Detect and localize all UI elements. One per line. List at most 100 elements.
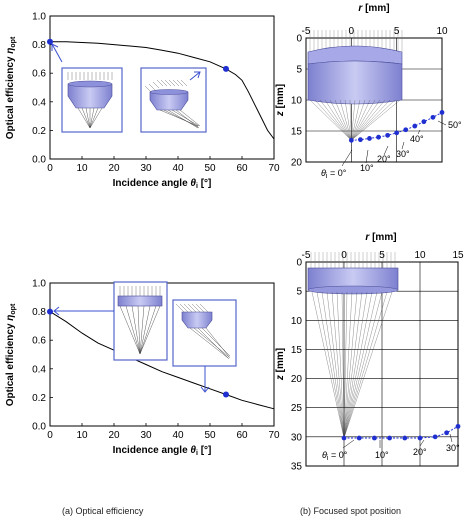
y-tick-label: 0: [296, 34, 302, 45]
spot-point: [385, 132, 390, 138]
spot-point: [430, 114, 436, 120]
angle-label: 40°: [410, 134, 424, 144]
angle-label: 50°: [448, 120, 462, 130]
x-tick-label: 60: [236, 430, 248, 441]
y-tick-label: 0.8: [32, 307, 46, 318]
spot-point: [372, 435, 377, 441]
x-tick-label: 10: [76, 163, 88, 174]
spot-point: [403, 127, 409, 133]
y-tick-label: 1.0: [32, 279, 46, 290]
efficiency-curve: [50, 41, 275, 140]
y-tick-label: 15: [291, 127, 303, 138]
spot-point: [439, 110, 445, 115]
y-tick-label: 0.8: [32, 40, 46, 51]
angle-label: 30°: [396, 149, 410, 159]
data-point-marker: [223, 391, 229, 398]
callout-arrows: [53, 306, 210, 393]
x-tick-label: 50: [204, 163, 216, 174]
y-tick-label: 15: [291, 345, 303, 356]
x-axis-label: r [mm]: [358, 3, 389, 14]
angle-label: 10°: [360, 163, 374, 173]
spot-point: [402, 435, 408, 441]
x-tick-label: 15: [452, 250, 464, 261]
y-tick-label: 20: [291, 374, 303, 385]
plot-frame: [49, 15, 275, 160]
spot-point: [356, 435, 362, 441]
spot-point: [348, 137, 354, 143]
x-tick-label: 70: [268, 430, 280, 441]
x-tick-label: 70: [268, 163, 280, 174]
angle-label: θi = 0°: [322, 450, 348, 462]
y-axis-label: Optical efficiency ηopt: [5, 303, 17, 406]
y-tick-label: 5: [296, 65, 302, 76]
y-axis-label: Optical efficiency ηopt: [5, 36, 17, 139]
x-axis-label: r [mm]: [365, 232, 396, 243]
x-tick-label: 0: [341, 250, 347, 261]
spot-point: [367, 136, 372, 141]
y-tick-label: 35: [291, 462, 303, 473]
lens-inset-normal: [61, 67, 123, 133]
efficiency-chart-top: 0 10 20 30 40 50 60 70 0.0 0.2 0.4 0.6 0.8 1.0 Incide…: [5, 12, 280, 191]
lens-diagram: [307, 252, 399, 439]
spot-point: [376, 134, 381, 140]
x-tick-label: 60: [236, 163, 248, 174]
efficiency-chart-bottom: 0 10 20 30 40 50 60 70 0.0 0.2 0.4 0.6 0.8 1.0 Incide…: [5, 279, 280, 458]
spot-point: [387, 435, 392, 441]
callout-arrows: [51, 43, 201, 81]
spot-trace: [344, 425, 459, 439]
spot-point: [432, 434, 438, 440]
x-tick-label: 0: [47, 163, 53, 174]
y-tick-label: 5: [296, 287, 302, 298]
y-tick-label: 0.6: [32, 69, 46, 80]
spot-point: [358, 137, 363, 143]
spot-point: [394, 130, 400, 136]
x-tick-label: 40: [172, 163, 184, 174]
angle-label: 20°: [413, 447, 427, 457]
y-tick-label: 0.2: [32, 393, 46, 404]
x-axis-label: Incidence angle θi [°]: [113, 178, 212, 190]
efficiency-curve: [49, 311, 275, 410]
angle-label: 10°: [375, 450, 389, 460]
y-tick-label: 0.2: [32, 126, 46, 137]
x-tick-label: 50: [204, 430, 216, 441]
lens-inset-tilted: [140, 67, 207, 133]
y-tick-label: 0.0: [32, 155, 46, 166]
spot-point: [455, 423, 461, 429]
x-axis-label: Incidence angle θi [°]: [113, 445, 212, 457]
y-tick-label: 10: [291, 316, 303, 327]
x-tick-label: 0: [47, 430, 53, 441]
caption-left: (a) Optical efficiency: [62, 506, 144, 516]
y-tick-label: 0.6: [32, 336, 46, 347]
spot-point: [421, 119, 427, 125]
x-tick-label: 40: [172, 430, 184, 441]
x-tick-label: 10: [76, 430, 88, 441]
data-point-marker: [47, 308, 53, 315]
lens-inset-normal: [113, 281, 168, 361]
y-tick-label: 0.0: [32, 422, 46, 433]
angle-label: 30°: [446, 443, 460, 453]
y-tick-label: 25: [291, 403, 303, 414]
x-tick-label: 5: [379, 250, 385, 261]
lens-diagram: [307, 30, 403, 141]
y-tick-label: 30: [291, 432, 303, 443]
y-axis-label: z [mm]: [275, 348, 286, 381]
plot-frame: [305, 261, 459, 467]
spot-point: [341, 435, 347, 441]
y-axis-label: z [mm]: [275, 84, 286, 117]
y-tick-label: 10: [291, 96, 303, 107]
x-tick-label: 5: [394, 26, 400, 37]
y-tick-label: 20: [291, 158, 303, 169]
data-point-marker: [223, 65, 229, 72]
x-tick-label: 30: [140, 163, 152, 174]
x-tick-label: 30: [140, 430, 152, 441]
spot-point: [444, 430, 449, 436]
x-tick-label: 10: [414, 250, 426, 261]
x-tick-label: 0: [349, 26, 355, 37]
x-tick-label: -5: [302, 26, 311, 37]
spot-point: [412, 123, 418, 129]
y-tick-label: 0: [296, 258, 302, 269]
x-tick-label: 20: [108, 163, 120, 174]
